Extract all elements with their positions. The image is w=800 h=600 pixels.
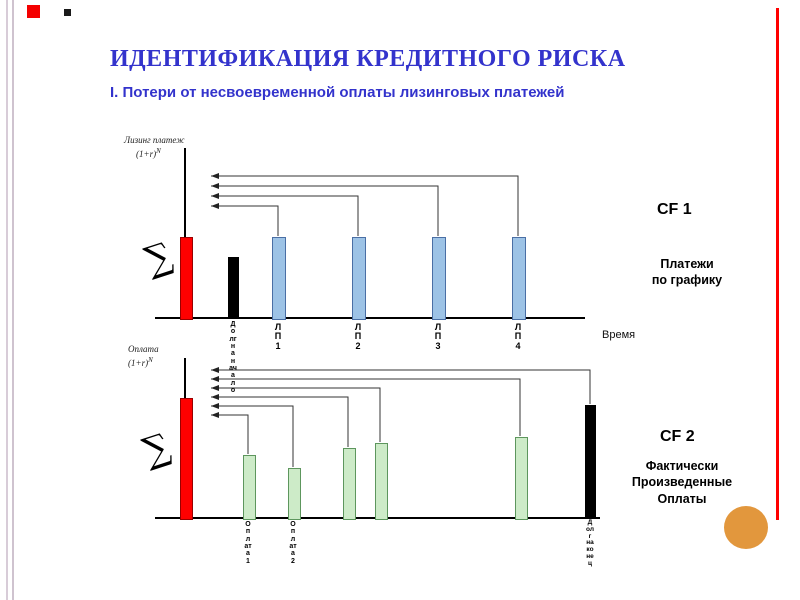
orange-circle-decoration xyxy=(724,506,768,549)
bottom-y-axis-label-line2: (1+r)N xyxy=(128,355,153,368)
bar-lp1 xyxy=(272,237,286,320)
page-subtitle: I. Потери от несвоевременной оплаты лизи… xyxy=(110,84,565,101)
top-y-axis-label-line1: Лизинг платеж xyxy=(124,135,185,145)
top-y-axis-label: Лизинг платеж (1+r)N xyxy=(124,134,185,160)
arrow-to-debt-end xyxy=(211,367,591,404)
bar-lp2 xyxy=(352,237,366,320)
arrow-to-payment-1 xyxy=(211,412,249,454)
red-accent-square xyxy=(27,5,40,18)
bottom-y-axis-label: Оплата (1+r)N xyxy=(128,343,159,369)
label-debt-start: Долг на начало xyxy=(229,321,237,395)
label-lp1: ЛП1 xyxy=(274,322,282,351)
top-y-axis-label-line2: (1+r)N xyxy=(136,146,161,159)
arrow-to-lp4 xyxy=(211,173,519,236)
label-payment-2: Оплата 2 xyxy=(289,521,297,565)
left-edge-line-inner xyxy=(12,0,14,600)
bar-debt-end xyxy=(585,405,596,518)
bar-sum-actual xyxy=(180,398,193,520)
bar-debt-start xyxy=(228,257,239,318)
cf2-label: CF 2 xyxy=(660,428,695,445)
bar-payment-4 xyxy=(375,443,388,520)
bar-payment-1 xyxy=(243,455,256,520)
cf2-caption: Фактически Произведенные Оплаты xyxy=(631,459,733,506)
label-lp3: ЛП3 xyxy=(434,322,442,351)
black-accent-square xyxy=(64,9,71,16)
cf1-caption: Платежи по графику xyxy=(651,257,723,288)
label-debt-end: Долг на конец xyxy=(586,519,594,567)
page-title: ИДЕНТИФИКАЦИЯ КРЕДИТНОГО РИСКА xyxy=(110,46,626,72)
bar-sum-scheduled xyxy=(180,237,193,320)
arrow-to-payment-5 xyxy=(211,376,521,436)
label-payment-1: Оплата 1 xyxy=(244,521,252,565)
arrow-to-lp1 xyxy=(211,203,279,236)
bar-payment-5 xyxy=(515,437,528,520)
arrow-to-payment-3 xyxy=(211,394,349,447)
time-axis-label: Время xyxy=(602,329,636,341)
label-lp4: ЛП4 xyxy=(514,322,522,351)
bar-payment-3 xyxy=(343,448,356,520)
right-accent-line xyxy=(776,8,779,520)
bar-lp3 xyxy=(432,237,446,320)
bar-lp4 xyxy=(512,237,526,320)
arrow-to-lp3 xyxy=(211,183,439,236)
arrow-to-lp2 xyxy=(211,193,359,236)
bar-payment-2 xyxy=(288,468,301,520)
arrow-to-payment-4 xyxy=(211,385,381,442)
left-edge-line-outer xyxy=(6,0,8,600)
bottom-y-axis-label-line1: Оплата xyxy=(128,344,159,354)
arrow-to-payment-2 xyxy=(211,403,294,467)
cf1-label: CF 1 xyxy=(657,201,692,218)
label-lp2: ЛП2 xyxy=(354,322,362,351)
